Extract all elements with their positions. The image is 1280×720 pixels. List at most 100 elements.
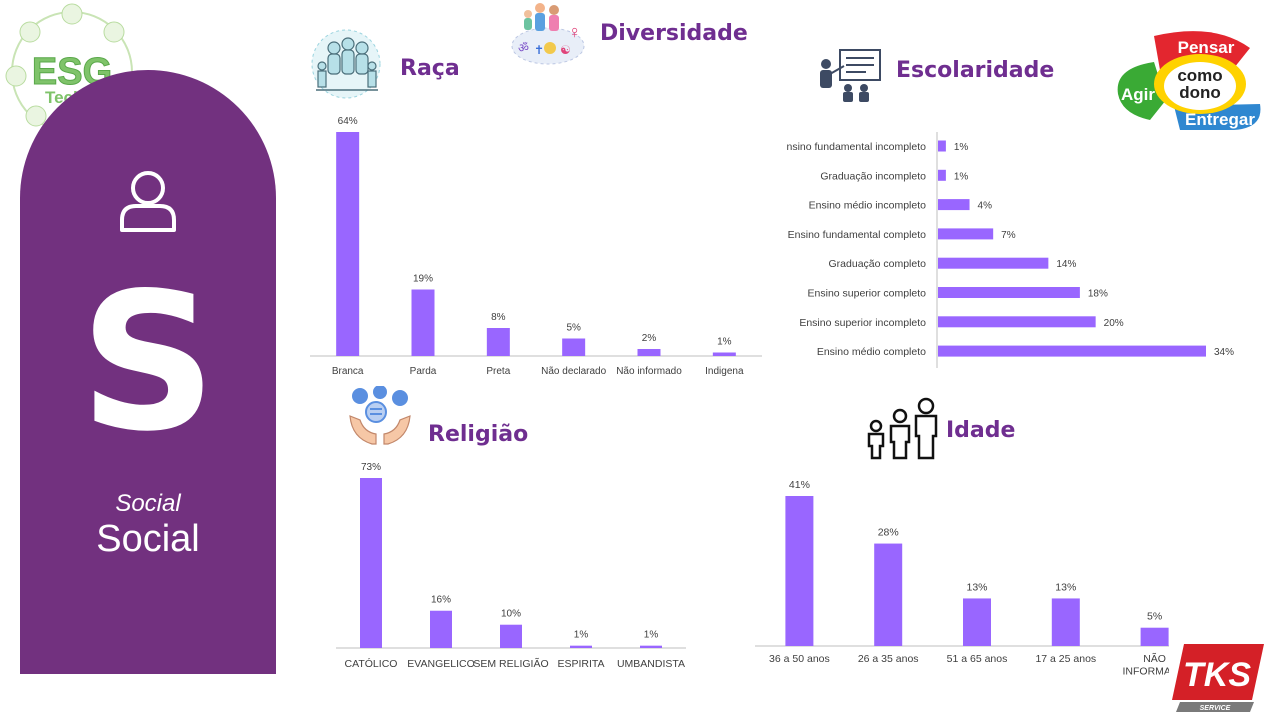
bar-2: [963, 598, 991, 646]
bar-0: [336, 132, 360, 356]
bar-1: [430, 610, 452, 648]
diversity-icon: ॐ ✝ ☯ ♀: [511, 3, 585, 65]
section-title-escolaridade: Escolaridade: [896, 58, 1055, 83]
chart-raca: 64% Branca 19% Parda 8% Preta 5% Não declarado 2…: [310, 116, 762, 377]
bar-1: [874, 543, 903, 646]
bar-4: [637, 349, 661, 356]
bar-4: [640, 645, 662, 648]
category-label-4: Graduação completo: [829, 258, 927, 270]
chart-idade: 41% 36 a 50 anos 28% 26 a 35 anos 13% 51 a 65…: [755, 479, 1169, 678]
esg-teckma-logo: ESG Teckma: [5, 3, 133, 143]
bar-3: [570, 645, 592, 648]
social-letter: S: [79, 252, 217, 473]
pensar-agir-logo: Pensar Agir como dono Entregar: [1117, 31, 1261, 130]
category-label-3: Não declarado: [541, 366, 606, 377]
section-title-religiao: Religião: [428, 422, 529, 447]
bar-4: [1140, 627, 1169, 646]
bar-2: [500, 624, 522, 648]
svg-text:ॐ: ॐ: [518, 41, 529, 55]
data-label-5: 18%: [1088, 289, 1108, 300]
svg-text:♀: ♀: [568, 22, 582, 42]
hbar-6: [938, 316, 1096, 328]
data-label-7: 34%: [1214, 347, 1234, 358]
family-age-icon: [867, 397, 938, 460]
bar-5: [712, 352, 736, 356]
hbar-3: [938, 228, 994, 240]
data-label-3: 7%: [1001, 230, 1016, 241]
category-label-2: Ensino médio incompleto: [809, 200, 926, 212]
hbar-4: [938, 257, 1049, 269]
user-icon: [120, 171, 176, 232]
bar-3: [1051, 598, 1080, 646]
category-label-1: 26 a 35 anos: [858, 653, 919, 665]
bar-0: [360, 478, 382, 648]
data-label-4: 2%: [642, 333, 657, 344]
data-label-6: 20%: [1104, 318, 1124, 329]
data-label-1: 1%: [954, 171, 969, 182]
religion-hands-icon: [349, 386, 411, 445]
hbar-5: [938, 287, 1080, 298]
section-title-raca: Raça: [400, 56, 460, 81]
category-label-4: Não informado: [616, 366, 682, 377]
svg-text:✝: ✝: [534, 43, 544, 57]
hbar-1: [938, 169, 946, 181]
data-label-1: 28%: [878, 527, 899, 539]
logo-pensar-text: Pensar: [1178, 38, 1235, 57]
category-label-0: CATÓLICO: [345, 657, 398, 670]
chart-escolaridade: 1% nsino fundamental incompleto 1% Graduaçã…: [786, 132, 1234, 368]
category-label-3: ESPIRITA: [557, 658, 604, 670]
category-label-7: Ensino médio completo: [817, 346, 926, 358]
category-label-0: 36 a 50 anos: [769, 653, 830, 665]
hbar-7: [938, 345, 1206, 357]
data-label-1: 19%: [413, 274, 433, 285]
logo-agir-text: Agir: [1121, 85, 1155, 104]
esg-logo-text: ESG: [32, 51, 112, 93]
logo-como-text: como: [1177, 66, 1222, 85]
category-label-3: Ensino fundamental completo: [788, 229, 926, 241]
category-label-2: Preta: [486, 366, 510, 377]
data-label-4: 14%: [1056, 259, 1076, 270]
data-label-0: 73%: [361, 462, 381, 473]
hbar-0: [938, 140, 946, 152]
hbar-2: [938, 199, 970, 211]
bar-1: [411, 289, 435, 356]
tks-service-logo: TKS SERVICE: [1172, 644, 1264, 712]
category-label-6: Ensino superior incompleto: [799, 317, 926, 329]
data-label-4: 5%: [1147, 611, 1162, 623]
chart-religiao: 73% CATÓLICO 16% EVANGELICO 10% SEM RELIGIÃO 1…: [336, 462, 686, 670]
category-label-1: Parda: [410, 366, 437, 377]
bar-0: [785, 496, 814, 646]
category-label-2: 51 a 65 anos: [947, 653, 1008, 665]
logo-dono-text: dono: [1179, 83, 1221, 102]
section-title-diversidade: Diversidade: [600, 21, 748, 46]
svg-text:☯: ☯: [560, 43, 571, 57]
social-subtitle: Social: [96, 518, 200, 560]
logo-entregar-text: Entregar: [1185, 110, 1255, 129]
tks-logo-subtext: SERVICE: [1200, 705, 1231, 712]
social-subtitle-italic: Social: [115, 490, 181, 517]
data-label-1: 16%: [431, 595, 451, 606]
category-label-0: Branca: [332, 366, 364, 377]
people-group-icon: [311, 29, 381, 99]
category-label-4-1: INFORMADO: [1123, 666, 1169, 678]
data-label-2: 13%: [966, 581, 987, 593]
data-label-3: 1%: [574, 630, 589, 641]
category-label-1: Graduação incompleto: [820, 170, 926, 182]
category-label-4: NÃO: [1143, 652, 1166, 665]
data-label-5: 1%: [717, 337, 732, 348]
category-label-2: SEM RELIGIÃO: [473, 657, 548, 670]
bar-3: [562, 338, 586, 356]
tks-logo-text: TKS: [1183, 656, 1251, 694]
data-label-2: 10%: [501, 609, 521, 620]
data-label-0: 1%: [954, 142, 969, 153]
social-panel: [20, 70, 276, 674]
section-title-idade: Idade: [946, 418, 1016, 443]
data-label-2: 8%: [491, 312, 506, 323]
category-label-4: UMBANDISTA: [617, 658, 685, 670]
data-label-3: 5%: [566, 323, 581, 334]
data-label-4: 1%: [644, 630, 659, 641]
classroom-icon: [820, 49, 881, 102]
category-label-5: Ensino superior completo: [808, 288, 927, 300]
data-label-0: 41%: [789, 479, 810, 491]
category-label-1: EVANGELICO: [407, 658, 475, 670]
